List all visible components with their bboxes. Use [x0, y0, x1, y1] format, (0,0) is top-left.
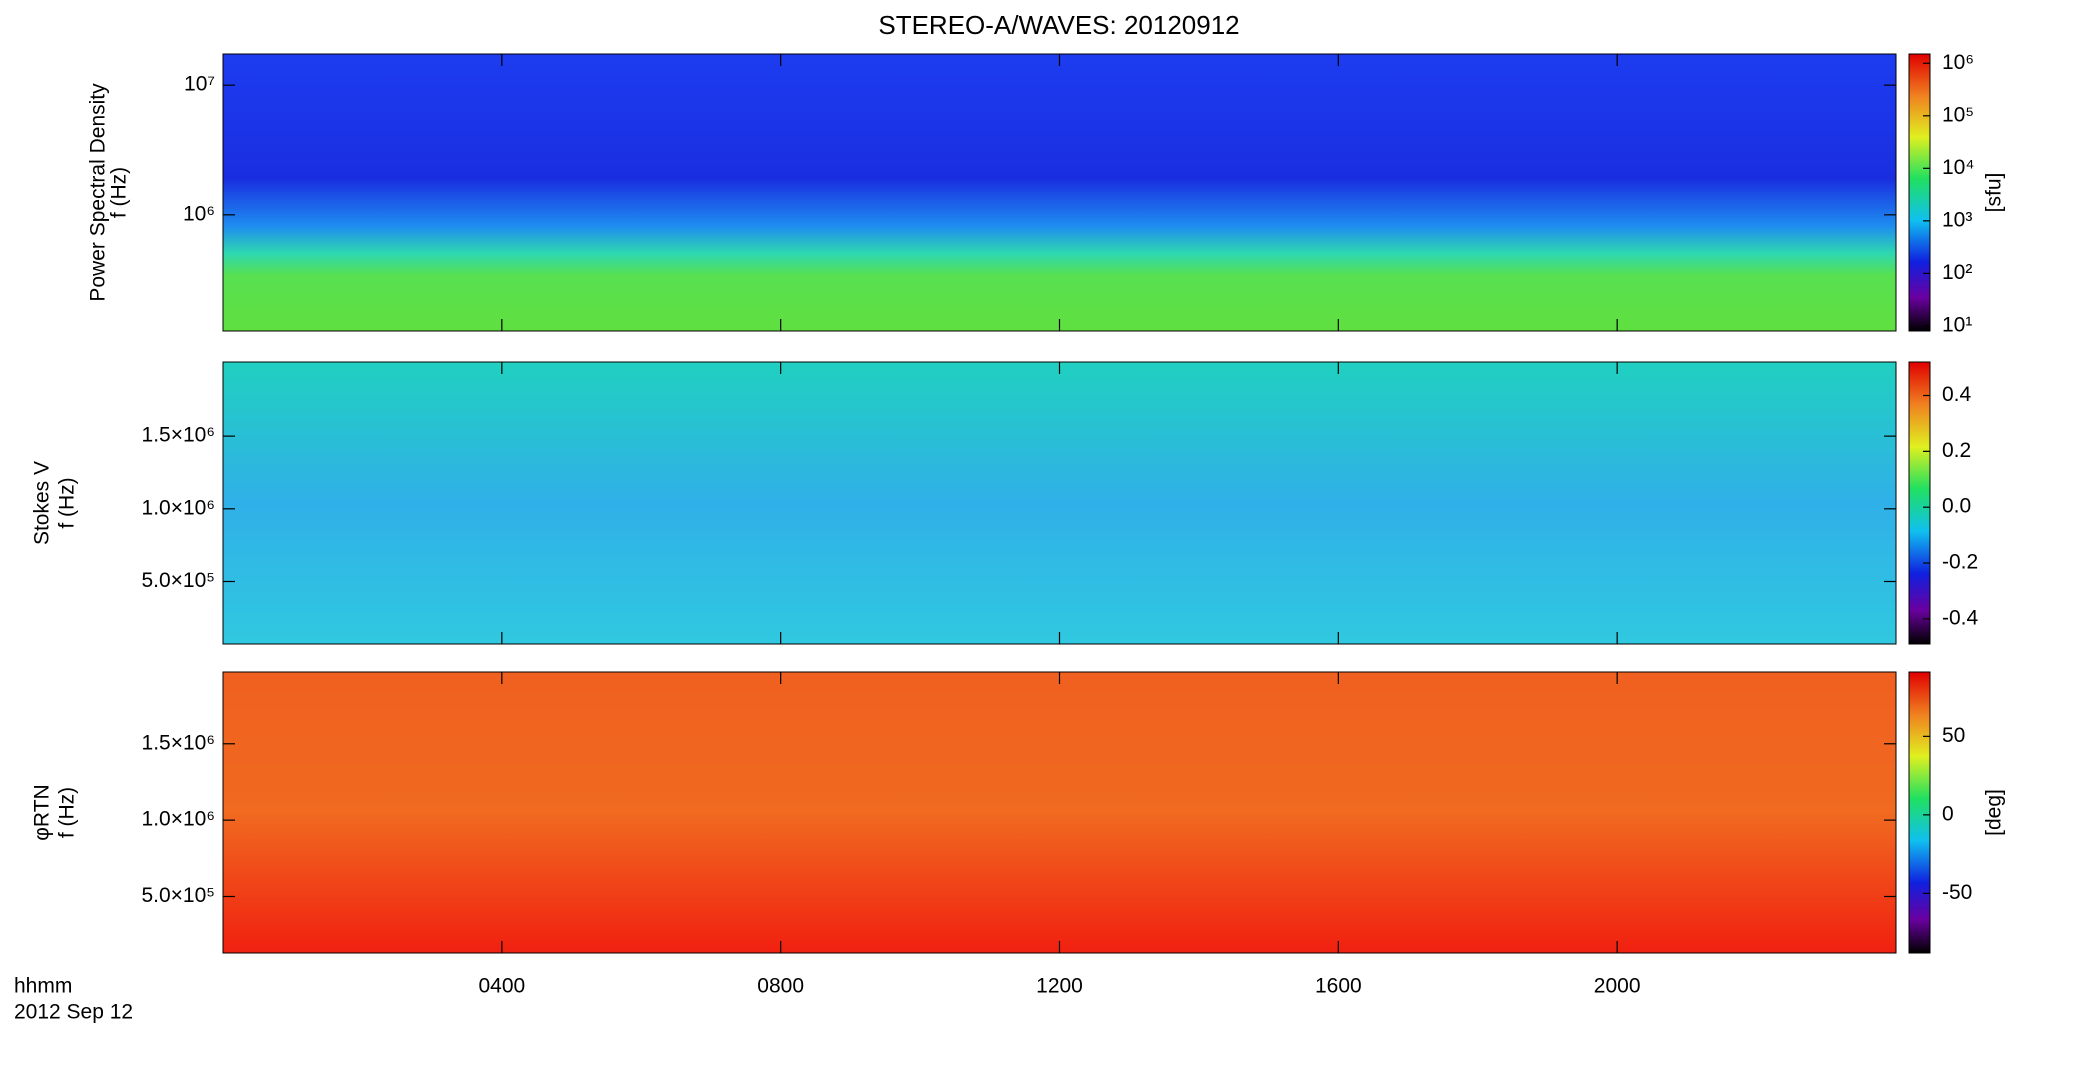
y-axis-label: f (Hz) [108, 167, 131, 218]
chart-title: STEREO-A/WAVES: 20120912 [878, 10, 1239, 40]
y-tick-label: 10⁶ [183, 202, 215, 225]
colorbar-tick-label: 50 [1942, 724, 1965, 747]
colorbar-label: [deg] [1983, 789, 2006, 836]
colorbar-label: [sfu] [1983, 173, 2006, 213]
x-tick-label: 2000 [1594, 975, 1641, 998]
y-axis-label: f (Hz) [56, 477, 79, 528]
x-axis-label: hhmm [14, 975, 72, 998]
colorbar-tick-label: -0.4 [1942, 606, 1979, 629]
y-tick-label: 1.0×10⁶ [142, 808, 215, 831]
y-axis-label: φRTN [31, 784, 54, 840]
colorbar-tick-label: -50 [1942, 881, 1972, 904]
x-tick-label: 1600 [1315, 975, 1362, 998]
colorbar-tick-label: 10¹ [1942, 313, 1972, 336]
colorbar [1908, 53, 1931, 332]
y-axis-label: f (Hz) [56, 787, 79, 838]
colorbar-tick-label: 10³ [1942, 208, 1972, 231]
x-axis-date: 2012 Sep 12 [14, 1001, 133, 1024]
colorbar-tick-label: 10⁶ [1942, 51, 1974, 74]
colorbar [1908, 671, 1931, 954]
colorbar-tick-label: 10⁵ [1942, 103, 1974, 126]
x-tick-label: 0800 [757, 975, 804, 998]
y-tick-label: 1.5×10⁶ [142, 731, 215, 754]
heatmap [222, 671, 1897, 954]
colorbar-tick-label: 0.4 [1942, 383, 1972, 406]
y-tick-label: 5.0×10⁵ [141, 569, 215, 592]
y-axis-label: Power Spectral Density [87, 83, 110, 302]
y-tick-label: 1.5×10⁶ [142, 424, 215, 447]
colorbar-tick-label: 10² [1942, 261, 1972, 284]
heatmap [222, 361, 1897, 645]
colorbar-tick-label: -0.2 [1942, 551, 1978, 574]
x-tick-label: 0400 [478, 975, 525, 998]
y-tick-label: 1.0×10⁶ [142, 496, 215, 519]
y-tick-label: 5.0×10⁵ [141, 884, 215, 907]
colorbar-tick-label: 0 [1942, 802, 1954, 825]
x-tick-label: 1200 [1036, 975, 1083, 998]
y-axis-label: Stokes V [31, 461, 54, 545]
colorbar [1908, 361, 1931, 645]
heatmap [222, 53, 1897, 332]
colorbar-tick-label: 0.0 [1942, 495, 1971, 518]
colorbar-tick-label: 10⁴ [1942, 156, 1974, 179]
y-tick-label: 10⁷ [184, 73, 215, 96]
colorbar-tick-label: 0.2 [1942, 439, 1971, 462]
